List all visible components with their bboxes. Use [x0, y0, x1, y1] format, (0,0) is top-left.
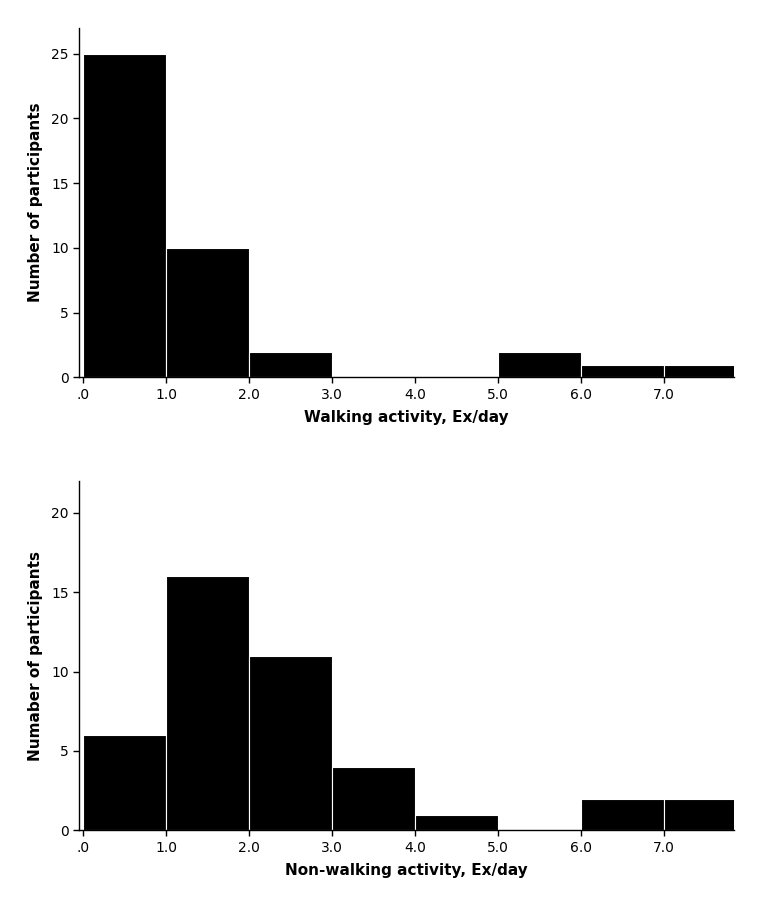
Bar — [83, 735, 166, 831]
Bar — [581, 364, 664, 378]
Bar — [664, 799, 747, 831]
Bar — [498, 352, 581, 378]
X-axis label: Walking activity, Ex/day: Walking activity, Ex/day — [304, 410, 509, 425]
X-axis label: Non-walking activity, Ex/day: Non-walking activity, Ex/day — [285, 863, 528, 878]
Bar — [249, 656, 332, 831]
Bar — [332, 766, 415, 831]
Bar — [664, 364, 747, 378]
Bar — [166, 248, 249, 378]
Y-axis label: Number of participants: Number of participants — [27, 102, 43, 303]
Bar — [166, 576, 249, 831]
Bar — [249, 352, 332, 378]
Bar — [83, 53, 166, 378]
Y-axis label: Numaber of participants: Numaber of participants — [27, 551, 43, 761]
Bar — [581, 799, 664, 831]
Bar — [415, 814, 498, 831]
